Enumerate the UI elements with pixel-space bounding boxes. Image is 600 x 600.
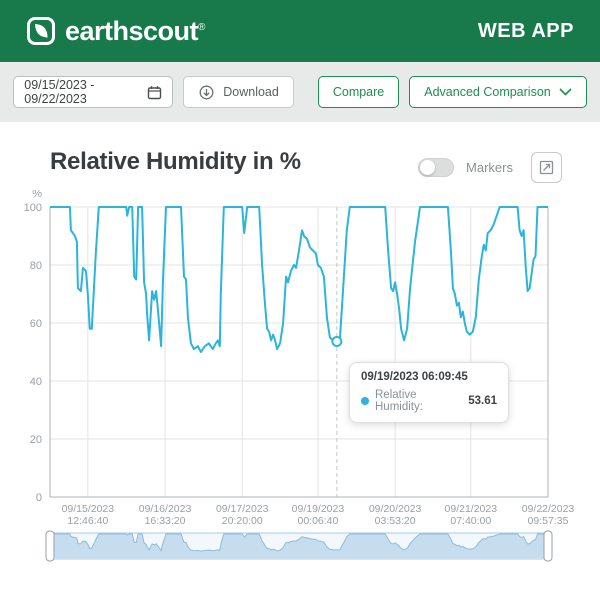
humidity-line-chart[interactable]: 0 20 40 60 80 100% 09/15/2023 12:46:40 09/16/202…	[0, 190, 600, 575]
web-app-label: WEB APP	[477, 19, 574, 42]
y-tick-label: 40	[30, 376, 42, 388]
y-tick-label: 20	[30, 434, 42, 446]
navigator-left-handle[interactable]	[45, 530, 55, 562]
date-range-value: 09/15/2023 - 09/22/2023	[24, 78, 95, 106]
y-tick-label: 100	[24, 202, 42, 214]
download-label: Download	[223, 85, 279, 99]
advanced-comparison-dropdown[interactable]: Advanced Comparison	[409, 76, 587, 108]
toggle-knob	[420, 160, 436, 175]
expand-icon	[539, 160, 554, 175]
x-tick-label: 09/21/2023 07:40:00	[445, 503, 498, 527]
humidity-series-line	[50, 206, 548, 353]
series-dot-icon	[361, 397, 369, 405]
markers-toggle-label: Markers	[466, 160, 513, 175]
y-tick-label: 80	[30, 260, 42, 272]
earthscout-leaf-logo-icon	[26, 16, 56, 46]
expand-chart-button[interactable]	[531, 152, 562, 183]
app-header: earthscout® WEB APP	[0, 0, 600, 62]
chevron-down-icon	[559, 88, 572, 96]
registered-mark: ®	[198, 21, 205, 33]
y-axis-unit-label: %	[32, 190, 42, 200]
navigator-line	[50, 533, 548, 552]
brand-logo[interactable]: earthscout®	[26, 16, 205, 47]
advanced-comparison-label: Advanced Comparison	[424, 85, 551, 99]
toolbar: 09/15/2023 - 09/22/2023 Download Compare…	[0, 62, 600, 122]
x-tick-label: 09/16/2023 16:33:20	[139, 503, 192, 527]
markers-toggle[interactable]	[418, 158, 455, 177]
chart-controls: Markers	[418, 152, 562, 183]
brand-name: earthscout®	[65, 15, 205, 46]
download-cloud-icon	[198, 85, 215, 100]
tooltip-value: 53.61	[468, 395, 497, 407]
x-tick-label: 09/17/2023 20:20:00	[216, 503, 269, 527]
tooltip-series-label: Relative Humidity:	[375, 389, 423, 413]
tooltip-datetime: 09/19/2023 06:09:45	[361, 371, 468, 383]
y-tick-label: 0	[36, 492, 42, 504]
download-button[interactable]: Download	[183, 76, 294, 108]
chart-tooltip: 09/19/2023 06:09:45 Relative Humidity: 5…	[349, 362, 509, 423]
date-range-input[interactable]: 09/15/2023 - 09/22/2023	[13, 76, 174, 108]
navigator-area	[50, 534, 548, 558]
hover-point-marker	[331, 336, 343, 348]
x-tick-label: 09/19/2023 00:06:40	[292, 503, 345, 527]
compare-label: Compare	[332, 85, 385, 99]
compare-button[interactable]: Compare	[317, 76, 400, 108]
y-tick-label: 60	[30, 318, 42, 330]
x-tick-label: 09/20/2023 03:53:20	[369, 503, 422, 527]
calendar-icon[interactable]	[147, 85, 162, 100]
navigator-right-handle[interactable]	[543, 530, 553, 562]
x-tick-label: 09/22/2023 09:57:35	[522, 503, 575, 527]
chart-title: Relative Humidity in %	[50, 148, 301, 175]
x-tick-label: 09/15/2023 12:46:40	[62, 503, 115, 527]
